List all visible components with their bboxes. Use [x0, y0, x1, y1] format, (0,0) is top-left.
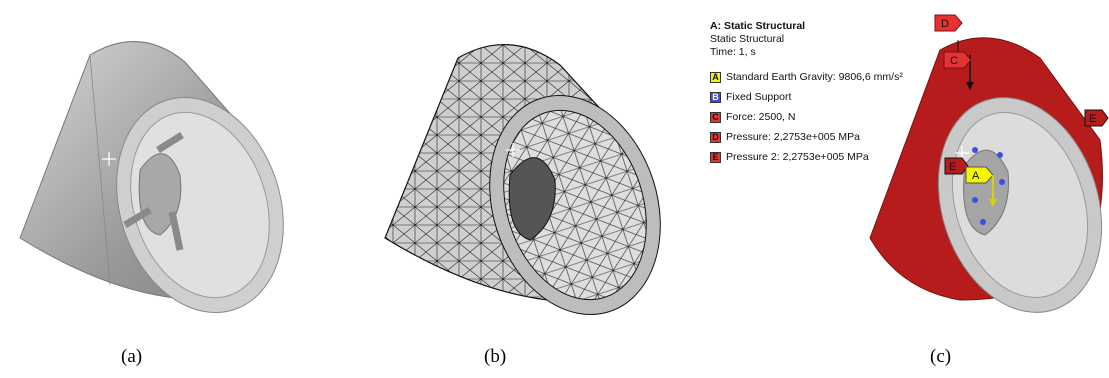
legend-swatch-a: A — [710, 71, 721, 83]
fixed-support-points — [972, 147, 1005, 225]
legend-title: A: Static Structural — [710, 20, 806, 32]
mesh-inner-wireframe — [503, 110, 647, 300]
legend-swatch-b: B — [710, 91, 721, 103]
legend-time: Time: 1, s — [710, 46, 756, 58]
svg-text:E: E — [1089, 113, 1096, 125]
legend-swatch-d: D — [710, 131, 721, 143]
svg-text:A: A — [972, 170, 980, 182]
legend-items: A Standard Earth Gravity: 9806,6 mm/s² B… — [710, 67, 903, 167]
rim-model-view — [19, 41, 284, 313]
tag-d: D — [934, 14, 963, 32]
legend-label-b: Fixed Support — [726, 90, 792, 103]
legend-label-e: Pressure 2: 2,2753e+005 MPa — [726, 150, 869, 163]
rim-boundary-conditions-view: D C E E A — [869, 14, 1109, 313]
center-marker-icon — [506, 143, 520, 157]
rim-seam-line — [89, 54, 111, 286]
rim-mesh-view — [384, 43, 661, 315]
center-marker-icon — [102, 152, 116, 166]
legend-item-b: B Fixed Support — [710, 87, 903, 107]
rim-spokes — [123, 132, 184, 251]
tag-a: A — [965, 166, 997, 207]
caption-c: (c) — [930, 346, 952, 367]
legend-label-c: Force: 2500, N — [726, 110, 796, 123]
svg-text:D: D — [941, 18, 949, 30]
boundary-conditions-legend: A: Static Structural Static Structural T… — [710, 20, 903, 167]
legend-item-e: E Pressure 2: 2,2753e+005 MPa — [710, 147, 903, 167]
legend-swatch-c: C — [710, 111, 721, 123]
legend-item-a: A Standard Earth Gravity: 9806,6 mm/s² — [710, 67, 903, 87]
legend-label-a: Standard Earth Gravity: 9806,6 mm/s² — [726, 70, 903, 83]
caption-b: (b) — [484, 346, 507, 367]
legend-label-d: Pressure: 2,2753e+005 MPa — [726, 130, 860, 143]
tag-e-hub: E — [944, 157, 969, 175]
legend-item-d: D Pressure: 2,2753e+005 MPa — [710, 127, 903, 147]
svg-text:C: C — [950, 55, 958, 67]
legend-item-c: C Force: 2500, N — [710, 107, 903, 127]
tag-c: C — [943, 51, 972, 69]
tag-e-right: E — [1084, 109, 1109, 127]
svg-text:E: E — [949, 161, 956, 173]
caption-a: (a) — [121, 346, 143, 367]
mesh-hub — [508, 157, 556, 241]
legend-subtitle: Static Structural — [710, 33, 785, 45]
legend-swatch-e: E — [710, 151, 721, 163]
